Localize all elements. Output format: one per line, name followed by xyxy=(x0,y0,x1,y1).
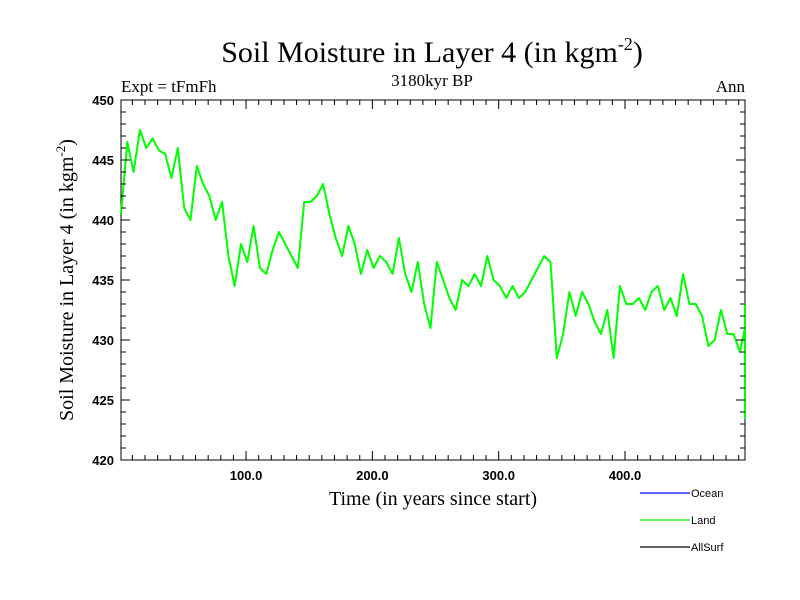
subtitle-season: Ann xyxy=(716,77,746,96)
y-tick-label: 450 xyxy=(92,93,114,108)
chart-title-superscript: -2 xyxy=(618,34,633,54)
y-axis-title: Soil Moisture in Layer 4 (in kgm-2) xyxy=(53,139,78,421)
y-tick-label: 435 xyxy=(92,273,114,288)
y-tick-label: 440 xyxy=(92,213,114,228)
series-line-land xyxy=(120,129,746,419)
x-tick-label: 300.0 xyxy=(482,468,515,483)
x-axis-title: Time (in years since start) xyxy=(329,488,537,510)
axis-ticks: 420 425 430 435 440 445 450 100.0 200.0 300.0 400.… xyxy=(92,93,745,483)
chart-title: Soil Moisture in Layer 4 (in kgm-2) xyxy=(221,34,643,69)
legend-label-land: Land xyxy=(691,515,715,527)
subtitle-experiment: Expt = tFmFh xyxy=(121,77,217,96)
legend-label-ocean: Ocean xyxy=(691,488,723,500)
y-axis-title-close: ) xyxy=(56,139,78,146)
y-tick-label: 445 xyxy=(92,153,114,168)
plot-frame xyxy=(120,99,746,461)
chart-title-close: ) xyxy=(633,36,643,69)
y-tick-label: 420 xyxy=(92,453,114,468)
y-axis-title-superscript: -2 xyxy=(53,146,68,157)
legend-label-allsurf: AllSurf xyxy=(691,542,724,554)
x-tick-label: 200.0 xyxy=(356,468,389,483)
x-tick-label: 400.0 xyxy=(609,468,642,483)
y-tick-label: 430 xyxy=(92,333,114,348)
subtitle-period: 3180kyr BP xyxy=(391,71,473,90)
x-tick-label: 100.0 xyxy=(230,468,263,483)
legend: Ocean Land AllSurf xyxy=(640,488,724,554)
y-tick-label: 425 xyxy=(92,393,114,408)
